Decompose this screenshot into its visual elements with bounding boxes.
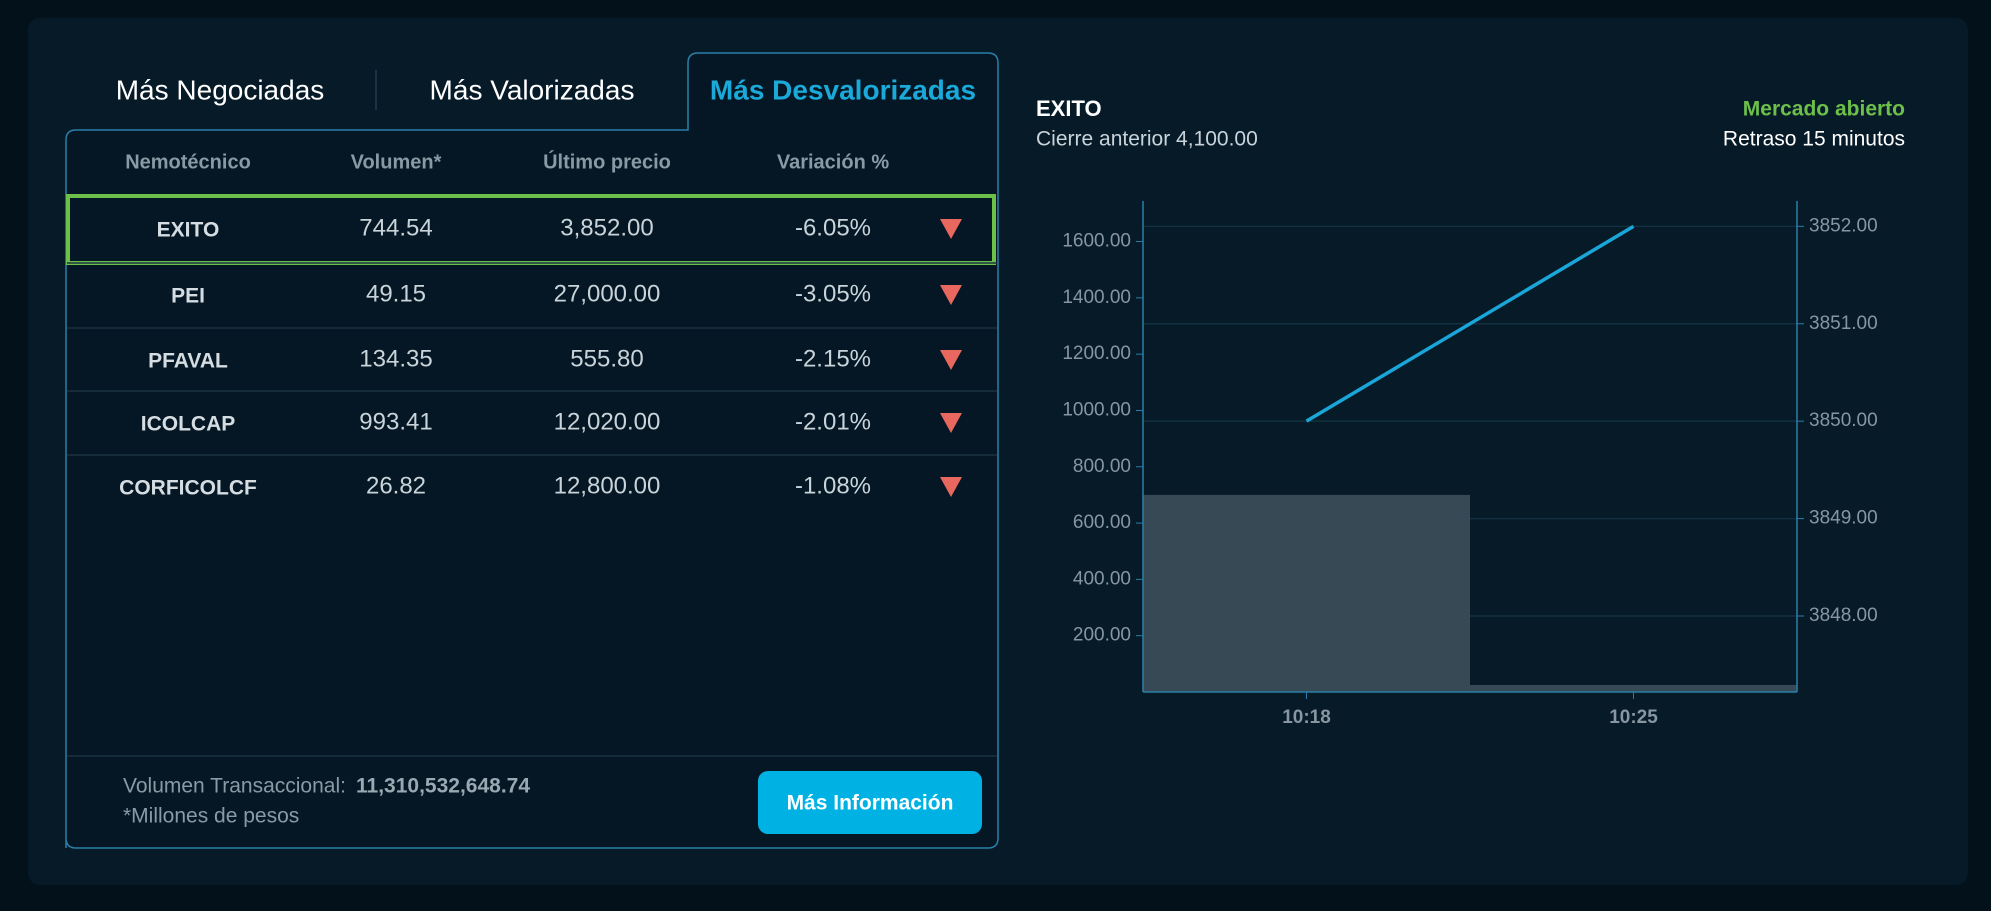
y-tick-label: 400.00 bbox=[1073, 568, 1131, 589]
cell: 26.82 bbox=[366, 472, 426, 499]
y2-tick-label: 3849.00 bbox=[1809, 508, 1878, 529]
y-tick-label: 1600.00 bbox=[1062, 231, 1131, 252]
cell: -1.08% bbox=[795, 472, 871, 499]
ticker[interactable]: EXITO bbox=[157, 219, 220, 242]
volume-label: Volumen Transaccional: bbox=[123, 775, 346, 798]
price-line bbox=[1305, 224, 1635, 423]
more-info-button[interactable] bbox=[758, 771, 982, 834]
ticker[interactable]: ICOLCAP bbox=[141, 413, 236, 436]
ticker[interactable]: PEI bbox=[171, 285, 205, 308]
tab[interactable]: Más Negociadas bbox=[116, 74, 325, 105]
cell: -2.15% bbox=[795, 345, 871, 372]
x-tick-label: 10:25 bbox=[1609, 707, 1658, 728]
down-arrow bbox=[940, 477, 962, 497]
cell: 27,000.00 bbox=[554, 280, 661, 307]
down-arrow bbox=[940, 413, 962, 433]
y-tick-label: 1000.00 bbox=[1062, 399, 1131, 420]
y2-tick-label: 3852.00 bbox=[1809, 215, 1878, 236]
cell: 744.54 bbox=[359, 214, 432, 241]
y-tick-label: 1400.00 bbox=[1062, 287, 1131, 308]
down-arrow bbox=[940, 350, 962, 370]
cell: 134.35 bbox=[359, 345, 432, 372]
market-status: Mercado abierto bbox=[1743, 98, 1905, 121]
chart-subtitle: Cierre anterior 4,100.00 bbox=[1036, 128, 1258, 151]
x-tick-label: 10:18 bbox=[1282, 707, 1331, 728]
market-delay: Retraso 15 minutos bbox=[1723, 128, 1905, 151]
y2-tick-label: 3850.00 bbox=[1809, 410, 1878, 431]
cell: 993.41 bbox=[359, 408, 432, 435]
cell: 12,800.00 bbox=[554, 472, 661, 499]
chart-title: EXITO bbox=[1036, 96, 1102, 121]
cell: 555.80 bbox=[570, 345, 643, 372]
y-tick-label: 1200.00 bbox=[1062, 343, 1131, 364]
volume-bar bbox=[1143, 494, 1470, 692]
tab[interactable]: Más Valorizadas bbox=[430, 74, 635, 105]
table-frame bbox=[65, 52, 999, 849]
cell: -6.05% bbox=[795, 214, 871, 241]
column-header: Último precio bbox=[543, 149, 671, 173]
more-info-label[interactable]: Más Información bbox=[787, 792, 954, 815]
volume-bar bbox=[1470, 684, 1797, 692]
y2-tick-label: 3851.00 bbox=[1809, 313, 1878, 334]
volume-note: *Millones de pesos bbox=[123, 805, 299, 828]
down-arrow bbox=[940, 285, 962, 305]
y-tick-label: 200.00 bbox=[1073, 625, 1131, 646]
cell: 3,852.00 bbox=[560, 214, 653, 241]
column-header: Nemotécnico bbox=[125, 151, 251, 173]
y-tick-label: 800.00 bbox=[1073, 456, 1131, 477]
y2-tick-label: 3848.00 bbox=[1809, 605, 1878, 626]
cell: -2.01% bbox=[795, 408, 871, 435]
column-header: Variación % bbox=[777, 151, 889, 173]
cell: 12,020.00 bbox=[554, 408, 661, 435]
tab[interactable]: Más Desvalorizadas bbox=[710, 74, 976, 105]
cell: -3.05% bbox=[795, 280, 871, 307]
volume-value: 11,310,532,648.74 bbox=[356, 775, 530, 798]
column-header: Volumen* bbox=[351, 151, 442, 173]
cell: 49.15 bbox=[366, 280, 426, 307]
ticker[interactable]: CORFICOLCF bbox=[119, 477, 257, 500]
y-tick-label: 600.00 bbox=[1073, 512, 1131, 533]
ticker[interactable]: PFAVAL bbox=[148, 350, 228, 373]
down-arrow bbox=[940, 219, 962, 239]
